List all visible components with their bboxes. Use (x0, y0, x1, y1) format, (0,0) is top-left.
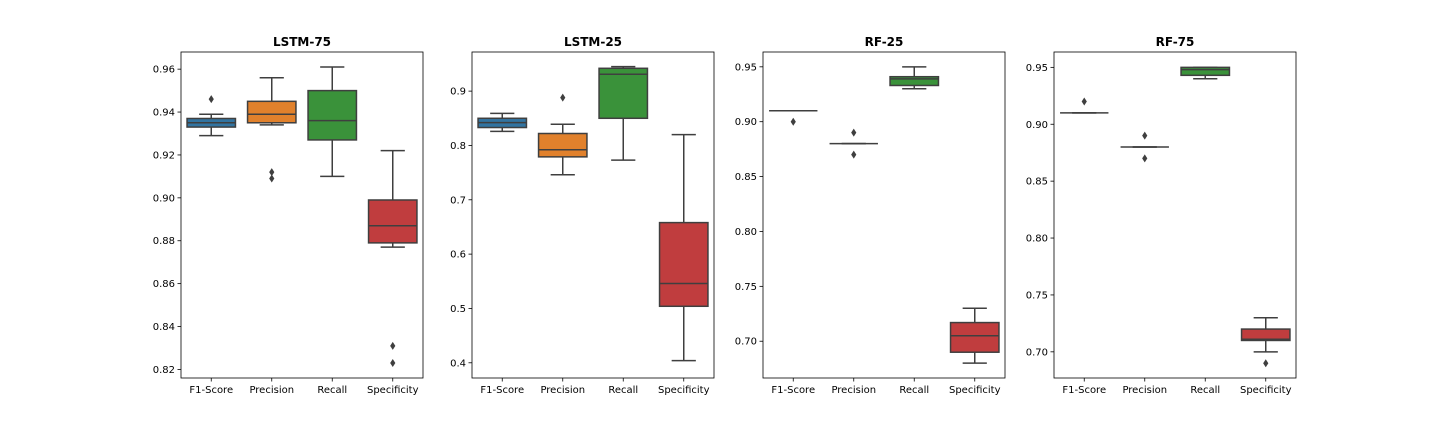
outlier-point (269, 168, 275, 177)
box-iqr (1240, 328, 1291, 342)
y-tick-label: 0.88 (153, 236, 175, 247)
x-tick-label: F1-Score (771, 385, 815, 396)
box-precision (246, 76, 297, 183)
plot-frame (180, 51, 424, 379)
plot-frame (471, 51, 715, 379)
x-tick-label: Recall (317, 385, 347, 396)
y-tick-label: 0.96 (153, 65, 175, 76)
outlier-point (790, 117, 796, 126)
y-tick-label: 0.8 (450, 141, 466, 152)
y-tick-label: 0.4 (450, 358, 466, 369)
y-tick-label: 0.75 (735, 282, 757, 293)
box-recall (889, 66, 940, 90)
x-tick-label: Precision (249, 385, 294, 396)
outlier-point (1142, 131, 1148, 140)
x-tick-label: Recall (899, 385, 929, 396)
chart-title: LSTM-25 (564, 35, 622, 49)
chart-panel-4: 0.70 0.75 0.80 0.85 0.90 0.95 F1-Score Precisio… (1026, 35, 1297, 396)
y-tick-label: 0.6 (450, 250, 466, 261)
x-tick-label: Specificity (1240, 385, 1292, 396)
chart-title: RF-25 (865, 35, 904, 49)
box-iqr (949, 321, 1000, 353)
y-tick-label: 0.80 (1026, 234, 1048, 245)
x-tick-label: Recall (608, 385, 638, 396)
x-tick-label: Specificity (658, 385, 710, 396)
x-tick-label: Specificity (367, 385, 419, 396)
y-tick-label: 0.80 (735, 227, 757, 238)
box-specificity (367, 149, 418, 367)
chart-panel-1: 0.82 0.84 0.86 0.88 0.90 0.92 0.94 0.96 F1-Score… (153, 35, 424, 396)
x-tick-label: F1-Score (1062, 385, 1106, 396)
outlier-point (560, 93, 566, 102)
box-iqr (1180, 66, 1231, 77)
y-tick-label: 0.5 (450, 304, 466, 315)
outlier-point (390, 341, 396, 350)
box-iqr (246, 100, 297, 124)
y-tick-label: 0.85 (1026, 177, 1048, 188)
y-tick-label: 0.9 (450, 87, 466, 98)
x-tick-label: Recall (1190, 385, 1220, 396)
y-tick-label: 0.90 (153, 193, 175, 204)
box-specificity (949, 307, 1000, 364)
outlier-point (269, 174, 275, 183)
y-tick-label: 0.85 (735, 172, 757, 183)
box-f1-score (1060, 97, 1109, 114)
outlier-point (1263, 359, 1269, 368)
chart-panel-3: 0.70 0.75 0.80 0.85 0.90 0.95 F1-Score Precisio… (735, 35, 1006, 396)
box-precision (537, 93, 588, 176)
outlier-point (851, 128, 857, 137)
outlier-point (390, 358, 396, 367)
y-tick-label: 0.95 (1026, 63, 1048, 74)
chart-title: RF-75 (1156, 35, 1195, 49)
box-iqr (658, 221, 709, 308)
box-iqr (367, 199, 418, 244)
chart-panel-2: 0.4 0.5 0.6 0.7 0.8 0.9 F1-Score Precision Recal… (450, 35, 715, 396)
chart-title: LSTM-75 (273, 35, 331, 49)
y-tick-label: 0.90 (735, 117, 757, 128)
x-tick-label: Precision (540, 385, 585, 396)
box-iqr (889, 75, 940, 87)
x-tick-label: Precision (1122, 385, 1167, 396)
y-tick-label: 0.94 (153, 108, 175, 119)
y-tick-label: 0.70 (1026, 347, 1048, 358)
x-tick-label: Specificity (949, 385, 1001, 396)
y-tick-label: 0.7 (450, 195, 466, 206)
box-precision (1120, 131, 1169, 163)
box-recall (307, 66, 358, 178)
y-tick-label: 0.95 (735, 62, 757, 73)
box-iqr (307, 89, 358, 141)
y-tick-label: 0.90 (1026, 120, 1048, 131)
x-tick-label: F1-Score (189, 385, 233, 396)
plot-frame (762, 51, 1006, 379)
outlier-point (1142, 154, 1148, 163)
box-precision (829, 128, 878, 159)
box-f1-score (186, 95, 237, 137)
box-f1-score (477, 112, 528, 133)
outlier-point (851, 150, 857, 159)
box-iqr (598, 67, 649, 120)
y-tick-label: 0.82 (153, 365, 175, 376)
y-tick-label: 0.92 (153, 150, 175, 161)
y-tick-label: 0.70 (735, 337, 757, 348)
box-f1-score (769, 109, 818, 126)
x-tick-label: Precision (831, 385, 876, 396)
outlier-point (208, 95, 214, 104)
y-tick-label: 0.84 (153, 322, 175, 333)
outlier-point (1081, 97, 1087, 106)
y-tick-label: 0.75 (1026, 290, 1048, 301)
y-tick-label: 0.86 (153, 279, 175, 290)
plot-frame (1053, 51, 1297, 379)
box-recall (598, 65, 649, 161)
box-specificity (1240, 316, 1291, 368)
box-specificity (658, 133, 709, 362)
x-tick-label: F1-Score (480, 385, 524, 396)
box-recall (1180, 66, 1231, 80)
box-iqr (537, 132, 588, 158)
